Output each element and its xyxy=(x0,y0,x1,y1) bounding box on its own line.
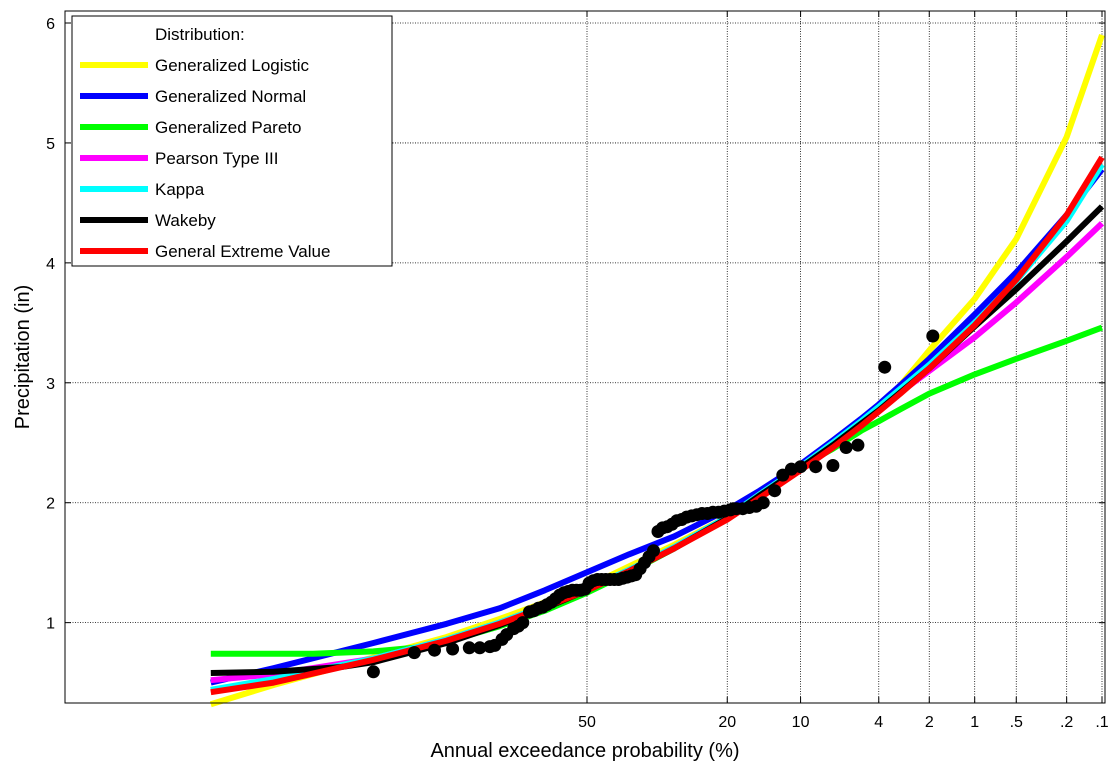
observed-point xyxy=(462,641,476,655)
legend-entry: Generalized Normal xyxy=(155,87,306,106)
observed-point xyxy=(516,616,530,630)
x-tick-label: 10 xyxy=(792,714,810,731)
observed-points xyxy=(366,329,940,679)
observed-point xyxy=(878,360,892,374)
observed-point xyxy=(851,438,865,452)
observed-point xyxy=(446,642,460,656)
x-tick-label: .2 xyxy=(1060,714,1073,731)
y-axis-title: Precipitation (in) xyxy=(12,285,34,430)
x-axis-title: Annual exceedance probability (%) xyxy=(430,740,739,762)
legend-entry: General Extreme Value xyxy=(155,242,330,261)
y-tick-label: 3 xyxy=(46,376,55,393)
x-tick-label: 20 xyxy=(718,714,736,731)
observed-point xyxy=(794,460,808,474)
observed-point xyxy=(839,441,853,454)
observed-point xyxy=(647,544,660,558)
legend-entry: Kappa xyxy=(155,180,205,199)
x-tick-label: 50 xyxy=(578,714,596,731)
legend-title: Distribution: xyxy=(155,25,245,44)
legend-box xyxy=(71,15,393,267)
x-axis-ticks: 50 20 10 4 2 1 .5 .2 .1 xyxy=(578,11,1109,731)
y-axis-ticks: 1 2 3 4 5 6 xyxy=(46,16,1105,633)
legend: Distribution: Generalized Logistic General… xyxy=(71,15,393,267)
legend-entry: Generalized Pareto xyxy=(155,118,301,137)
y-tick-label: 5 xyxy=(46,136,55,153)
y-tick-label: 4 xyxy=(46,256,55,273)
observed-point xyxy=(428,643,441,657)
legend-entry: Generalized Logistic xyxy=(155,56,310,75)
observed-point xyxy=(809,460,823,474)
plot-frame xyxy=(64,10,1106,704)
observed-point xyxy=(756,496,770,510)
observed-point xyxy=(366,665,380,679)
observed-point xyxy=(826,459,840,472)
y-tick-label: 1 xyxy=(46,616,55,633)
x-tick-label: 2 xyxy=(925,714,934,731)
x-tick-label: .5 xyxy=(1010,714,1023,731)
legend-entry: Pearson Type III xyxy=(155,149,278,168)
observed-point xyxy=(473,641,487,655)
observed-point xyxy=(768,484,782,498)
legend-entry: Wakeby xyxy=(155,211,216,230)
observed-point xyxy=(926,329,940,343)
y-tick-label: 2 xyxy=(46,496,55,513)
x-tick-label: 4 xyxy=(874,714,883,731)
x-tick-label: 1 xyxy=(970,714,979,731)
x-tick-label: .1 xyxy=(1095,714,1108,731)
y-tick-label: 6 xyxy=(46,16,55,33)
observed-point xyxy=(407,646,421,660)
